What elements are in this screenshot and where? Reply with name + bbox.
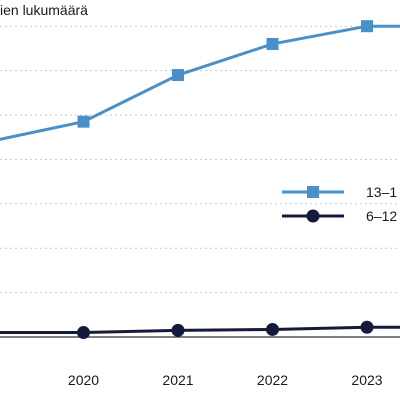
data-point	[266, 322, 279, 336]
legend-label: 6–12	[366, 208, 397, 224]
series-line	[0, 325, 400, 335]
data-point	[361, 20, 373, 33]
x-tick-label: 2023	[351, 372, 382, 388]
gridlines	[0, 25, 400, 338]
legend-marker	[306, 209, 320, 223]
data-point	[266, 37, 279, 50]
data-point	[172, 69, 184, 82]
legend-marker	[307, 186, 319, 198]
series-layer	[0, 20, 400, 340]
legend-item: 13–1	[282, 184, 397, 200]
legend: 13–1 6–12	[282, 184, 397, 224]
x-tick-label: 2021	[162, 372, 193, 388]
legend-item: 6–12	[282, 208, 397, 224]
data-point	[77, 115, 90, 128]
data-point	[171, 323, 185, 337]
series-1	[0, 20, 400, 141]
y-axis-title: ien lukumäärä	[0, 2, 88, 18]
legend-label: 13–1	[366, 184, 397, 200]
data-point	[360, 320, 374, 334]
x-tick-label: 2022	[257, 372, 288, 388]
x-tick-label: 2020	[68, 372, 99, 388]
series-2	[0, 320, 400, 340]
x-axis-ticks: 92020202120222023	[68, 372, 383, 388]
series-line	[0, 24, 400, 141]
data-point	[77, 326, 90, 340]
